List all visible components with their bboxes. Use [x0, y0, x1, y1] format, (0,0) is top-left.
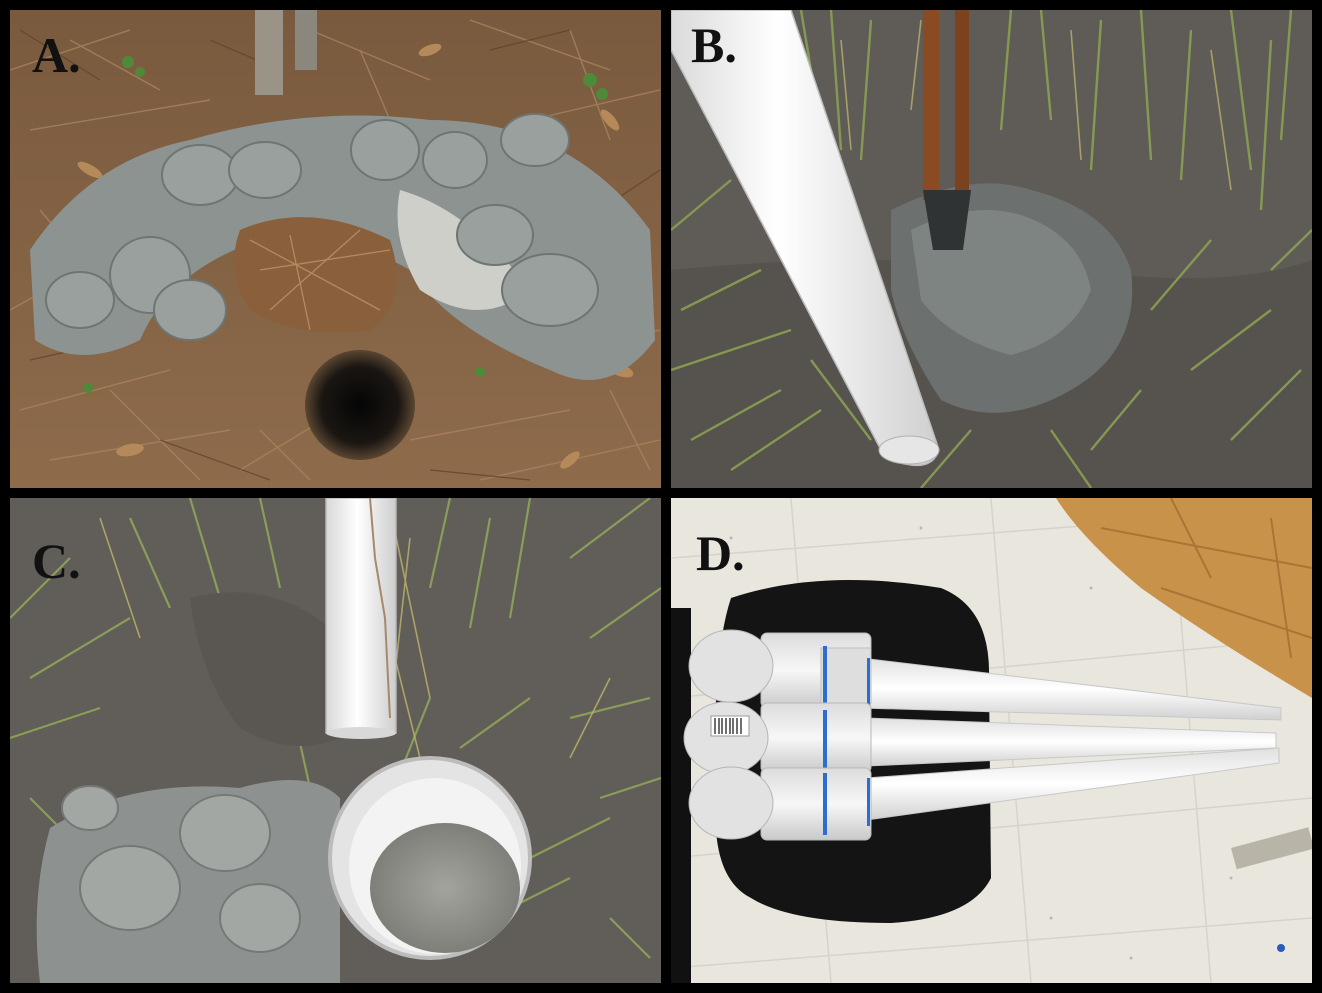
panel-c-photo: C. [10, 498, 661, 983]
panel-d-photo: D. [671, 498, 1312, 983]
core-tube-3 [688, 747, 1280, 841]
panel-a-scene [10, 10, 661, 488]
panel-c-label: C. [32, 533, 81, 589]
panel-c-scene [10, 498, 661, 983]
panel-a-photo: A. [10, 10, 661, 488]
panel-d-scene [671, 498, 1312, 983]
core-tube-2 [683, 701, 1277, 775]
panel-d-label: D. [696, 525, 745, 581]
panel-b-photo: B. [671, 10, 1312, 488]
panel-a-label: A. [32, 27, 81, 83]
panel-b-label: B. [691, 17, 737, 73]
panel-b-scene [671, 10, 1312, 488]
core-tube-1 [688, 629, 1282, 721]
